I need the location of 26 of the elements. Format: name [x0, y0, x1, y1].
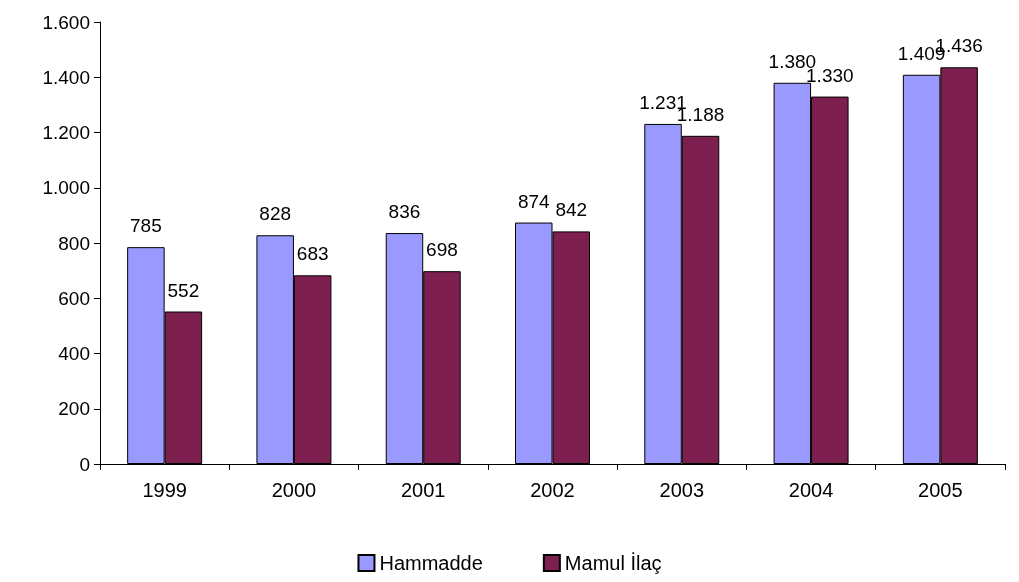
y-tick-label: 1.000	[42, 177, 90, 199]
y-tick-label: 0	[79, 453, 90, 475]
x-tick-label: 2003	[659, 479, 705, 501]
data-label: 698	[426, 239, 458, 261]
x-tick-label: 1999	[142, 479, 187, 501]
data-label: 828	[259, 203, 292, 225]
x-tick-label: 2005	[918, 479, 963, 501]
y-tick-label: 1.600	[42, 11, 90, 33]
y-tick-label: 600	[58, 287, 90, 309]
y-tick-label: 400	[58, 343, 90, 364]
y-tick-label: 200	[58, 398, 90, 420]
y-tick-label: 1.400	[42, 66, 90, 88]
data-label: 874	[517, 190, 551, 212]
x-tick-label: 2000	[271, 479, 317, 501]
legend-label: Mamul İlaç	[564, 552, 662, 574]
x-tick-label: 2001	[400, 479, 446, 501]
x-tick-label: 2002	[530, 479, 575, 501]
y-tick-label: 800	[58, 232, 90, 254]
data-label: 683	[296, 243, 329, 265]
data-label: 785	[130, 215, 162, 237]
y-tick-label: 1.200	[42, 122, 90, 143]
data-label: 836	[388, 201, 421, 223]
data-label: 842	[555, 199, 588, 221]
data-label: 552	[167, 279, 200, 301]
legend-label: Hammadde	[379, 552, 483, 574]
x-tick-label: 2004	[788, 479, 834, 501]
